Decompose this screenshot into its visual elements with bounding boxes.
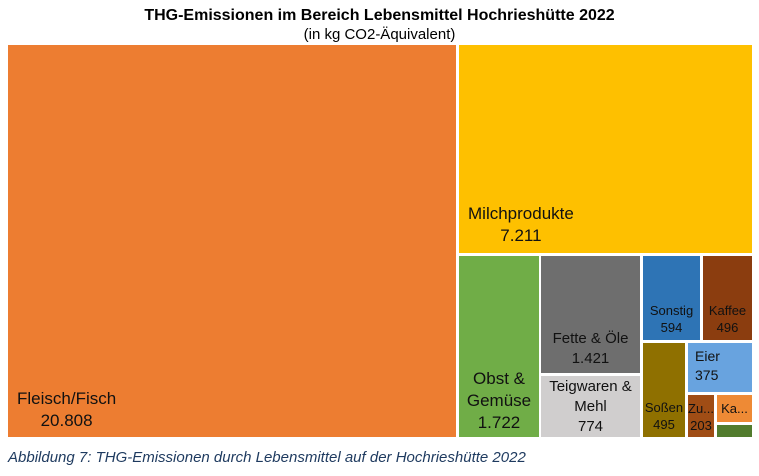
treemap-cell-unlabeled [717,425,752,437]
cell-label: Obst & Gemüse [466,369,532,410]
treemap-chart: Fleisch/Fisch 20.808 Milchprodukte 7.211… [8,45,752,437]
treemap-cell-sonstig: Sonstig 594 [643,256,700,340]
cell-label: Teigwaren & Mehl [549,378,632,415]
cell-label: Ka... [721,401,748,416]
treemap-cell-fleisch-fisch: Fleisch/Fisch 20.808 [8,45,456,437]
cell-label-group: Obst & Gemüse 1.722 [459,368,539,434]
cell-label-group: Kaffee 496 [703,302,752,336]
treemap-cell-kaffee: Kaffee 496 [703,256,752,340]
cell-value: 1.722 [477,413,521,432]
treemap-cell-ka-truncated: Ka... [717,395,752,422]
treemap-cell-obst-gemuese: Obst & Gemüse 1.722 [459,256,539,437]
cell-label: Fette & Öle [552,330,629,347]
cell-value: 375 [695,367,719,383]
treemap-cell-sossen: Soßen 495 [643,343,685,437]
cell-value: 1.421 [571,350,610,367]
treemap-cell-zu-truncated: Zu... 203 [688,395,714,437]
chart-title: THG-Emissionen im Bereich Lebensmittel H… [144,7,615,24]
cell-label: Sonstig [649,303,694,318]
cell-label: Kaffee [708,303,747,318]
cell-value: 495 [653,417,675,432]
treemap-cell-eier: Eier 375 [688,343,752,392]
chart-subtitle: (in kg CO2-Äquivalent) [303,26,456,43]
cell-value: 594 [660,320,683,335]
cell-label-group: Milchprodukte 7.211 [468,203,574,247]
cell-label-group: Eier 375 [695,347,720,385]
cell-label-group: Soßen 495 [643,399,685,433]
cell-value: 20.808 [40,411,93,430]
cell-value: 203 [690,418,712,433]
cell-label-group: Fleisch/Fisch 20.808 [17,388,116,432]
cell-value: 774 [577,418,604,435]
cell-label: Eier [695,348,720,364]
cell-label-group: Ka... [721,401,748,416]
cell-label-group: Sonstig 594 [643,302,700,336]
treemap-cell-teigwaren-mehl: Teigwaren & Mehl 774 [541,376,640,437]
cell-value: 7.211 [500,226,542,245]
cell-label-group: Zu... 203 [688,400,714,434]
cell-label: Soßen [644,400,684,415]
cell-label: Zu... [688,401,714,416]
treemap-cell-milchprodukte: Milchprodukte 7.211 [459,45,752,253]
cell-label-group: Fette & Öle 1.421 [541,329,640,369]
cell-value: 496 [716,320,739,335]
figure-caption: Abbildung 7: THG-Emissionen durch Lebens… [8,449,526,466]
cell-label: Fleisch/Fisch [17,389,117,408]
cell-label-group: Teigwaren & Mehl 774 [541,377,640,437]
treemap-cell-fette-oele: Fette & Öle 1.421 [541,256,640,373]
cell-label: Milchprodukte [468,204,574,223]
